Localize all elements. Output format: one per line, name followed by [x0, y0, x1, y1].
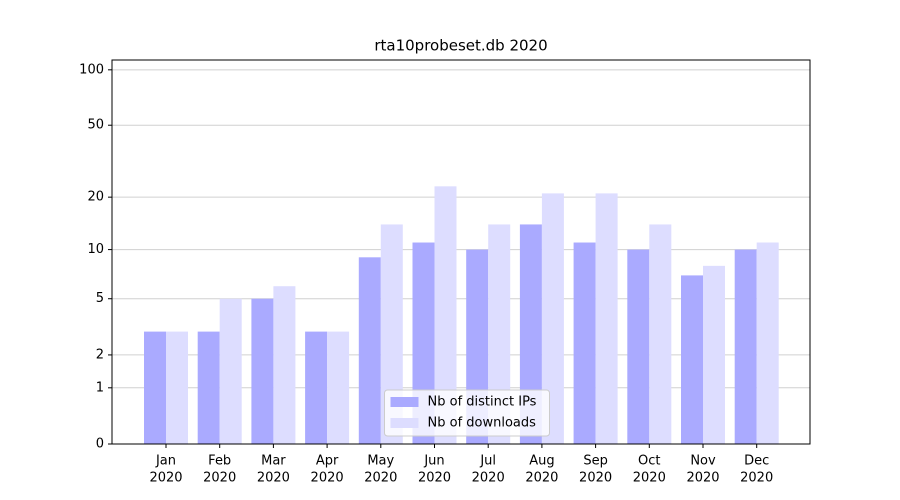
bar: [627, 249, 650, 444]
x-tick-label: Jan: [155, 454, 176, 469]
x-tick-label: Jun: [423, 454, 444, 469]
x-tick-label: May: [367, 454, 394, 469]
legend-swatch: [390, 397, 419, 407]
bar: [305, 331, 328, 444]
x-tick-label: 2020: [364, 471, 397, 486]
bar: [144, 331, 166, 444]
x-tick-label: 2020: [311, 471, 344, 486]
bar: [595, 193, 618, 444]
x-tick-label: Apr: [316, 454, 339, 469]
legend-swatch: [390, 418, 419, 428]
chart-title: rta10probeset.db 2020: [374, 37, 547, 55]
bar: [519, 224, 542, 444]
y-tick-label: 20: [87, 190, 104, 205]
bar: [434, 186, 457, 444]
bar: [681, 275, 703, 444]
bar: [219, 298, 242, 444]
bar: [251, 298, 274, 444]
x-tick-label: Sep: [583, 454, 608, 469]
y-tick-label: 5: [96, 291, 104, 306]
plot-frame: [111, 59, 811, 445]
bar: [573, 242, 596, 444]
x-tick-label: 2020: [257, 471, 290, 486]
x-tick-label: Nov: [690, 454, 716, 469]
x-tick-label: Mar: [261, 454, 286, 469]
bar: [380, 224, 403, 444]
x-tick-label: Jul: [479, 454, 496, 469]
y-tick-label: 10: [87, 242, 104, 257]
y-tick-label: 0: [96, 437, 104, 452]
x-tick-label: 2020: [418, 471, 451, 486]
y-tick-label: 50: [87, 118, 104, 133]
y-tick-label: 1: [96, 380, 104, 395]
legend-label: Nb of distinct IPs: [428, 395, 537, 410]
bar: [756, 242, 779, 444]
bar: [166, 331, 188, 444]
bar: [541, 193, 564, 444]
x-tick-label: 2020: [525, 471, 558, 486]
x-tick-label: 2020: [740, 471, 773, 486]
bar: [703, 265, 725, 444]
bar: [273, 286, 296, 444]
y-tick-label: 2: [96, 347, 104, 362]
bar: [734, 249, 757, 444]
x-tick-label: 2020: [633, 471, 666, 486]
x-tick-label: Feb: [208, 454, 231, 469]
legend-box: [384, 389, 550, 437]
bar: [649, 224, 672, 444]
x-tick-label: Aug: [529, 454, 554, 469]
bar: [197, 331, 220, 444]
x-tick-label: 2020: [472, 471, 505, 486]
y-tick-label: 100: [79, 62, 104, 77]
x-tick-label: Oct: [638, 454, 660, 469]
bar: [488, 224, 511, 444]
bar: [358, 257, 381, 444]
legend-label: Nb of downloads: [428, 416, 537, 431]
x-tick-label: 2020: [203, 471, 236, 486]
x-tick-label: 2020: [149, 471, 182, 486]
x-tick-label: 2020: [579, 471, 612, 486]
x-tick-label: Dec: [744, 454, 769, 469]
bar: [327, 331, 350, 444]
x-tick-label: 2020: [686, 471, 719, 486]
